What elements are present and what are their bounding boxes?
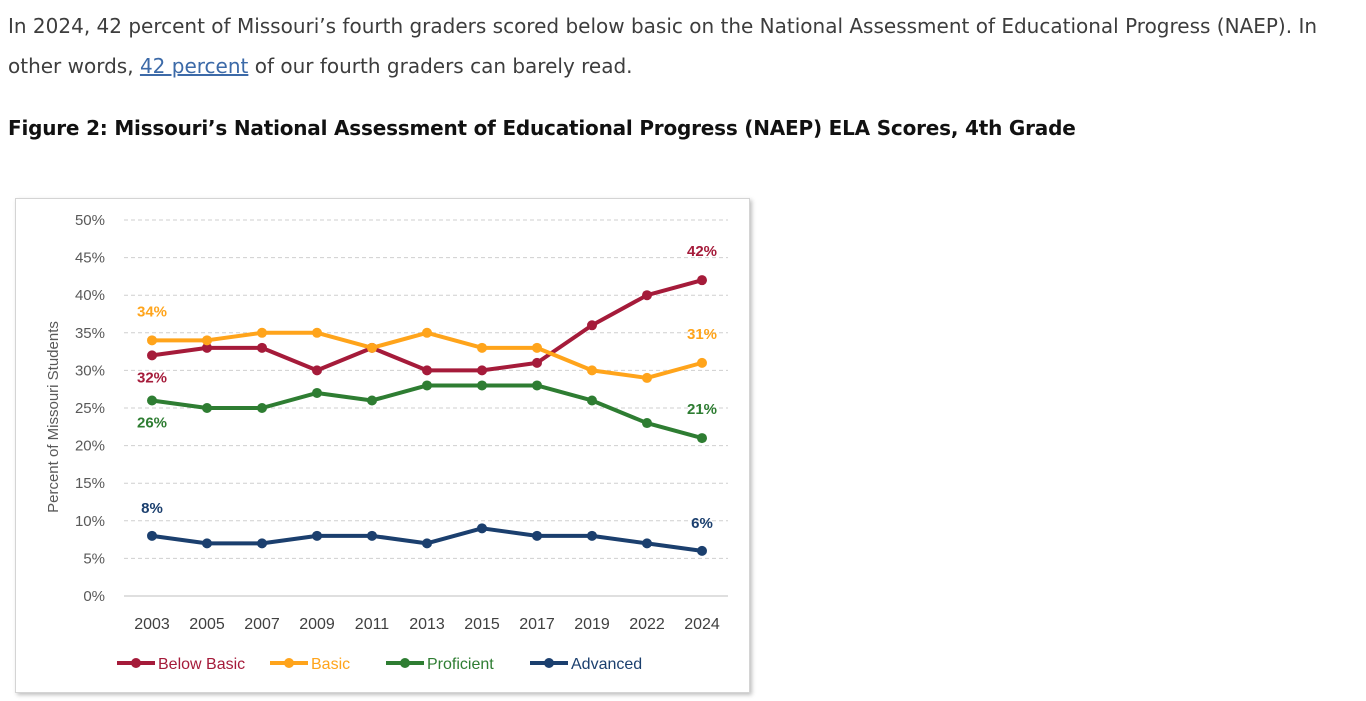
data-point-basic xyxy=(312,327,322,338)
y-tick-label: 40% xyxy=(75,287,105,304)
data-label-proficient-first: 26% xyxy=(137,414,167,431)
data-point-proficient xyxy=(477,380,487,391)
data-point-proficient xyxy=(367,395,377,406)
legend-label-basic: Basic xyxy=(311,656,350,673)
data-point-proficient xyxy=(422,380,432,391)
intro-text-after: of our fourth graders can barely read. xyxy=(248,54,633,78)
data-point-advanced xyxy=(202,538,212,549)
naep-line-chart: 0% 5% 10% 15% 20% 25% 30% 35% 40% 45% 50% 2003 2005 2… xyxy=(45,212,728,673)
data-point-proficient xyxy=(642,418,652,429)
data-point-proficient xyxy=(532,380,542,391)
data-point-below-basic xyxy=(477,365,487,376)
data-point-proficient xyxy=(202,403,212,413)
data-point-below-basic xyxy=(642,290,652,301)
x-tick-label: 2003 xyxy=(134,616,170,633)
legend-marker-proficient xyxy=(400,658,410,668)
x-tick-label: 2022 xyxy=(629,616,665,633)
data-point-proficient xyxy=(147,395,157,406)
data-point-basic xyxy=(587,365,597,376)
series-line-proficient xyxy=(151,383,703,441)
series-line-below-basic xyxy=(151,278,703,373)
x-tick-label: 2011 xyxy=(355,616,390,633)
y-tick-label: 15% xyxy=(75,475,105,492)
figure-title: Figure 2: Missouri’s National Assessment… xyxy=(8,116,1076,140)
y-tick-label: 30% xyxy=(75,362,105,379)
data-point-basic xyxy=(532,342,542,353)
data-point-basic xyxy=(147,335,157,346)
y-tick-label: 35% xyxy=(75,325,105,342)
data-point-below-basic xyxy=(312,365,322,376)
data-label-basic-last: 31% xyxy=(687,326,717,343)
data-point-basic xyxy=(697,357,707,368)
data-point-basic xyxy=(202,335,212,346)
data-point-proficient xyxy=(257,403,267,413)
y-tick-label: 0% xyxy=(83,588,105,605)
x-tick-label: 2015 xyxy=(464,616,500,633)
data-point-advanced xyxy=(532,530,542,541)
legend-marker-basic xyxy=(284,658,294,668)
legend-marker-below-basic xyxy=(131,658,141,668)
x-tick-label: 2013 xyxy=(409,616,445,633)
x-tick-label: 2024 xyxy=(684,616,720,633)
data-point-proficient xyxy=(587,395,597,406)
intro-link-42-percent[interactable]: 42 percent xyxy=(139,54,249,78)
data-point-advanced xyxy=(367,530,377,541)
data-point-basic xyxy=(642,372,652,383)
data-point-basic xyxy=(257,327,267,338)
data-point-basic xyxy=(367,342,377,353)
y-tick-label: 10% xyxy=(75,513,105,530)
intro-paragraph: In 2024, 42 percent of Missouri’s fourth… xyxy=(8,6,1360,86)
x-tick-label: 2005 xyxy=(189,616,225,633)
data-point-advanced xyxy=(587,530,597,541)
y-tick-label: 20% xyxy=(75,438,105,455)
data-point-proficient xyxy=(312,387,322,398)
data-point-below-basic xyxy=(697,275,707,286)
data-label-advanced-first: 8% xyxy=(141,500,163,517)
data-point-advanced xyxy=(477,523,487,534)
data-point-below-basic xyxy=(257,342,267,353)
data-point-below-basic xyxy=(147,350,157,361)
data-point-below-basic xyxy=(532,357,542,368)
y-tick-label: 45% xyxy=(75,250,105,267)
data-label-below-basic-last: 42% xyxy=(687,243,717,260)
data-point-advanced xyxy=(257,538,267,549)
data-point-advanced xyxy=(642,538,652,549)
x-tick-label: 2007 xyxy=(244,616,280,633)
x-tick-label: 2017 xyxy=(519,616,555,633)
data-label-basic-first: 34% xyxy=(137,303,167,320)
data-point-advanced xyxy=(422,538,432,549)
y-tick-label: 25% xyxy=(75,400,105,417)
intro-text-before: In 2024, 42 percent of Missouri’s fourth… xyxy=(8,14,1318,78)
data-point-basic xyxy=(422,327,432,338)
data-point-proficient xyxy=(697,433,707,444)
x-tick-label: 2019 xyxy=(574,616,610,633)
data-point-below-basic xyxy=(587,320,597,331)
data-point-advanced xyxy=(312,530,322,541)
y-tick-label: 5% xyxy=(83,550,105,567)
legend-label-proficient: Proficient xyxy=(427,656,494,673)
chart-container: 0% 5% 10% 15% 20% 25% 30% 35% 40% 45% 50% 2003 2005 2… xyxy=(15,198,750,693)
legend-label-advanced: Advanced xyxy=(571,656,642,673)
y-axis-label: Percent of Missouri Students xyxy=(45,321,62,513)
data-point-basic xyxy=(477,342,487,353)
data-point-advanced xyxy=(147,530,157,541)
data-point-below-basic xyxy=(422,365,432,376)
data-label-proficient-last: 21% xyxy=(687,401,717,418)
legend-marker-advanced xyxy=(544,658,554,668)
data-label-advanced-last: 6% xyxy=(691,515,713,532)
y-tick-label: 50% xyxy=(75,212,105,229)
data-label-below-basic-first: 32% xyxy=(137,369,167,386)
data-point-advanced xyxy=(697,545,707,556)
x-tick-label: 2009 xyxy=(299,616,335,633)
data-point-below-basic xyxy=(202,342,212,353)
legend-label-below-basic: Below Basic xyxy=(158,656,245,673)
